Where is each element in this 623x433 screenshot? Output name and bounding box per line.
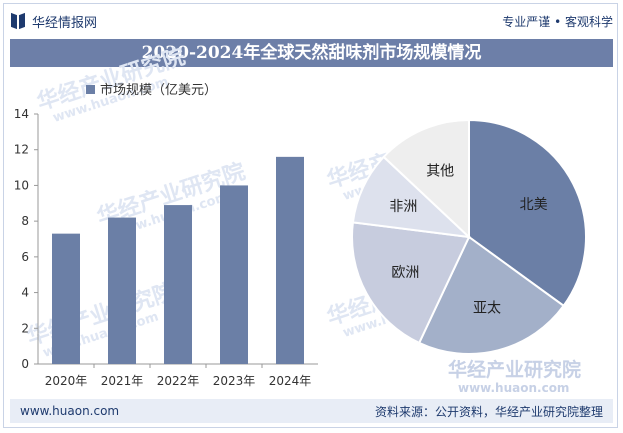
pie-label: 非洲 — [389, 199, 417, 215]
pie-label: 其他 — [426, 163, 454, 179]
bar — [52, 233, 80, 364]
footer-website: www.huaon.com — [20, 404, 120, 418]
x-tick-label: 2021年 — [101, 374, 144, 388]
slogan: 专业严谨 • 客观科学 — [502, 14, 613, 29]
pie-label: 欧洲 — [391, 265, 419, 281]
pie-slice — [351, 155, 472, 239]
pie-slice — [468, 118, 587, 308]
pie-slice — [382, 118, 470, 240]
pie-slice — [351, 221, 471, 345]
y-tick-label: 10 — [14, 178, 29, 192]
brand-name: 华经情报网 — [32, 15, 98, 31]
watermark-text: 华经产业研究院 — [448, 358, 581, 381]
pie-label: 北美 — [520, 197, 548, 213]
footer: www.huaon.com 资料来源：公开资料，华经产业研究院整理 — [10, 399, 613, 423]
footer-source: 资料来源：公开资料，华经产业研究院整理 — [374, 404, 603, 419]
y-tick-label: 0 — [21, 357, 29, 371]
y-tick-label: 12 — [14, 143, 29, 157]
y-tick-label: 8 — [21, 214, 29, 228]
legend-label: 市场规模（亿美元） — [100, 82, 217, 98]
bar — [164, 205, 192, 364]
legend-swatch — [86, 85, 95, 94]
bar — [220, 185, 248, 364]
bar — [276, 156, 304, 364]
x-tick-label: 2020年 — [45, 374, 88, 388]
chart-title: 2020-2024年全球天然甜味剂市场规模情况 — [10, 39, 613, 67]
bar — [108, 217, 136, 364]
pie-label: 亚太 — [473, 300, 501, 316]
x-tick-label: 2022年 — [157, 374, 200, 388]
brand: 华经情报网 — [10, 12, 97, 31]
y-tick-label: 4 — [21, 286, 29, 300]
watermark-url: www.huaon.com — [458, 381, 569, 395]
top-bar: 华经情报网 专业严谨 • 客观科学 — [10, 8, 613, 34]
y-tick-label: 6 — [21, 250, 29, 264]
y-tick-label: 14 — [14, 107, 29, 121]
x-tick-label: 2023年 — [213, 374, 256, 388]
y-tick-label: 2 — [21, 321, 29, 335]
x-tick-label: 2024年 — [269, 374, 312, 388]
